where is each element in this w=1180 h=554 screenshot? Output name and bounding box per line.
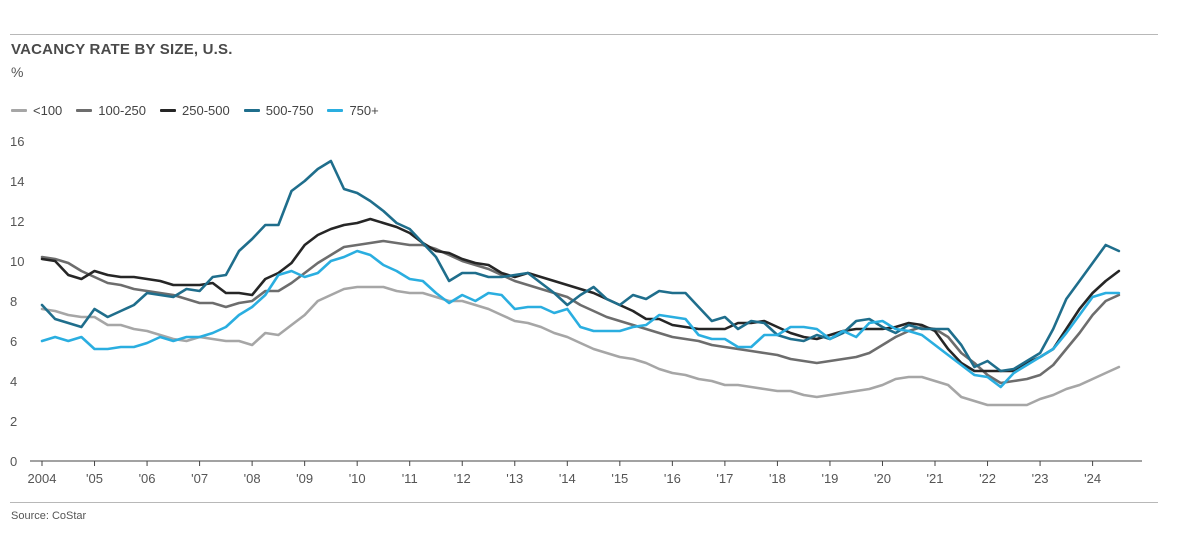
x-tick-label: '23 [1032, 471, 1049, 486]
legend-item-4: 750+ [327, 103, 379, 118]
x-tick-label: '19 [821, 471, 838, 486]
y-tick-label: 2 [10, 414, 17, 429]
series-lines [40, 159, 1121, 407]
legend-label: 500-750 [265, 103, 314, 118]
x-tick-label: '24 [1084, 471, 1101, 486]
series-line-0 [40, 285, 1121, 407]
x-tick-label: '20 [874, 471, 891, 486]
x-tick-label: '17 [716, 471, 733, 486]
top-rule [10, 34, 1158, 35]
x-tick-label: '14 [559, 471, 576, 486]
series-line-1 [40, 239, 1121, 385]
x-tick-label: '18 [769, 471, 786, 486]
y-axis-unit: % [11, 64, 24, 80]
x-axis: 2004 '05 '06 '07 '08 '09 '10 '11 '12 '13 '14 '15 '16… [28, 460, 1142, 486]
y-tick-label: 0 [10, 454, 17, 469]
x-tick-label: '16 [664, 471, 681, 486]
legend-swatch [76, 109, 93, 112]
x-tick-label: 2004 [28, 471, 57, 486]
x-tick-label: '07 [191, 471, 208, 486]
y-tick-label: 12 [10, 214, 24, 229]
legend-label: <100 [33, 103, 63, 118]
chart-legend: <100 100-250 250-500 500-750 750+ [11, 103, 393, 118]
x-tick-label: '12 [454, 471, 471, 486]
series-line-3 [40, 159, 1121, 373]
legend-item-1: 100-250 [76, 103, 146, 118]
legend-label: 250-500 [182, 103, 230, 118]
legend-item-2: 250-500 [160, 103, 230, 118]
legend-swatch [11, 109, 27, 112]
legend-label: 750+ [349, 103, 379, 118]
legend-swatch [243, 109, 260, 112]
y-tick-label: 4 [10, 374, 17, 389]
series-line-2 [40, 217, 1121, 373]
series-line-4 [40, 249, 1121, 389]
legend-swatch [160, 109, 177, 112]
y-tick-label: 8 [10, 294, 17, 309]
y-tick-label: 16 [10, 134, 24, 149]
x-tick-label: '21 [927, 471, 944, 486]
x-tick-label: '09 [296, 471, 313, 486]
legend-swatch [327, 109, 344, 112]
y-tick-label: 6 [10, 334, 17, 349]
bottom-rule [10, 502, 1158, 503]
legend-label: 100-250 [98, 103, 147, 118]
y-axis: 0 2 4 6 8 10 12 14 16 [10, 134, 24, 469]
source-note: Source: CoStar [11, 510, 87, 522]
x-tick-label: '13 [506, 471, 523, 486]
x-tick-label: '05 [86, 471, 103, 486]
x-tick-label: '15 [611, 471, 628, 486]
legend-item-0: <100 [11, 103, 62, 118]
x-tick-label: '22 [979, 471, 996, 486]
legend-item-3: 500-750 [243, 103, 314, 118]
x-tick-label: '06 [139, 471, 156, 486]
x-tick-label: '11 [402, 471, 418, 486]
y-tick-label: 14 [10, 174, 24, 189]
y-tick-label: 10 [10, 254, 24, 269]
x-tick-label: '08 [244, 471, 261, 486]
x-tick-label: '10 [349, 471, 366, 486]
chart-title: VACANCY RATE BY SIZE, U.S. [11, 41, 233, 58]
